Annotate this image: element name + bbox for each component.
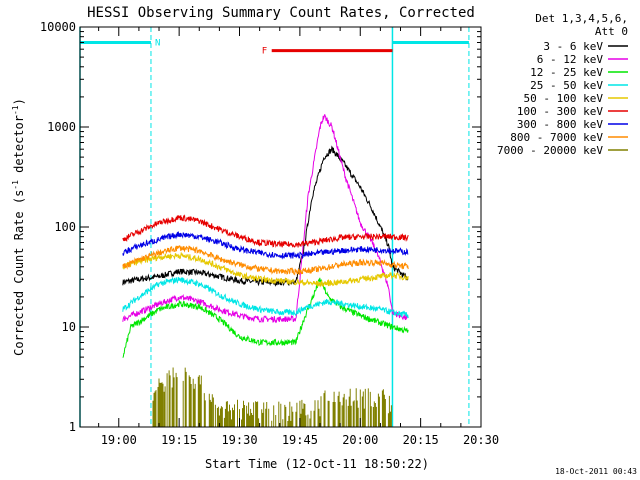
x-tick-label: 19:15 [161, 433, 197, 447]
y-axis-label-start: Corrected Count Rate (s [12, 190, 26, 356]
series-line [122, 231, 409, 260]
flare-label: F [262, 47, 267, 57]
series-line [152, 367, 392, 427]
y-tick-label: 10 [62, 320, 76, 334]
legend-entry-label: 25 - 50 keV [530, 79, 603, 92]
series-line [122, 276, 409, 319]
x-tick-label: 19:00 [101, 433, 137, 447]
legend-entry-label: 300 - 800 keV [517, 118, 603, 131]
y-axis-label-middle: detector [12, 115, 26, 180]
x-tick-label: 20:00 [342, 433, 378, 447]
chart-title: HESSI Observing Summary Count Rates, Cor… [87, 5, 475, 21]
series-line [122, 114, 409, 324]
series-line [122, 277, 409, 358]
y-tick-label: 100 [54, 220, 76, 234]
series-line [122, 276, 409, 319]
x-tick-label: 20:30 [463, 433, 499, 447]
y-axis-label: Corrected Count Rate (s-1 detector-1) [11, 98, 26, 356]
footer-timestamp: 18-Oct-2011 00:43 [555, 467, 637, 476]
legend-header: Att 0 [595, 25, 628, 38]
legend-header: Det 1,3,4,5,6, [535, 12, 628, 25]
legend-entry-label: 12 - 25 keV [530, 66, 603, 79]
series-line [122, 231, 409, 260]
y-axis-label-end: ) [12, 98, 26, 105]
axis-layer: 1 10 100 1000 10000 19:00 19:15 19:30 19:45 20:00… [40, 20, 499, 447]
series-line [152, 367, 392, 427]
series-line [122, 251, 409, 288]
legend-entry-label: 800 - 7000 keV [510, 131, 603, 144]
x-tick-label: 20:15 [403, 433, 439, 447]
legend-entry-label: 7000 - 20000 keV [497, 144, 603, 157]
y-axis-label-exponent-1: -1 [11, 180, 20, 190]
y-axis-label-exponent-2: -1 [11, 105, 20, 115]
night-label: N [155, 38, 160, 48]
series-line [122, 251, 409, 288]
series-line [122, 145, 409, 287]
legend-entry-label: 3 - 6 keV [543, 40, 603, 53]
legend-entry-label: 50 - 100 keV [524, 92, 604, 105]
x-tick-label: 19:30 [221, 433, 257, 447]
series-line [122, 245, 409, 276]
series-layer [122, 114, 409, 427]
x-tick-label: 19:45 [282, 433, 318, 447]
series-line [122, 214, 409, 248]
legend-entry-label: 6 - 12 keV [537, 53, 604, 66]
series-line [122, 245, 409, 276]
y-tick-label: 10000 [40, 20, 76, 34]
y-tick-label: 1 [69, 420, 76, 434]
x-axis-label: Start Time (12-Oct-11 18:50:22) [205, 457, 429, 471]
y-tick-label: 1000 [47, 120, 76, 134]
series-line [122, 214, 409, 248]
series-line [122, 145, 409, 287]
series-line [122, 114, 409, 324]
legend-entry-label: 100 - 300 keV [517, 105, 603, 118]
series-line [122, 277, 409, 358]
